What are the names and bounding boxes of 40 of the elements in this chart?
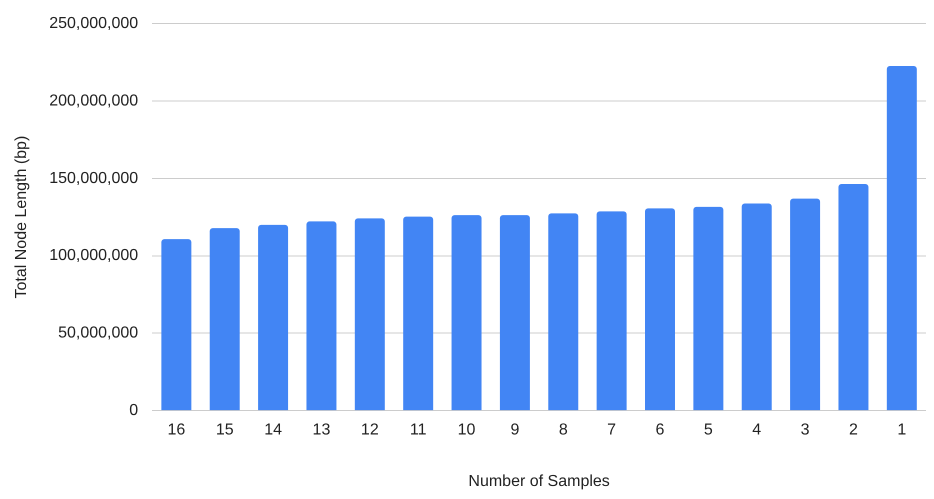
y-tick-label: 50,000,000 bbox=[58, 324, 138, 342]
x-tick-label: 5 bbox=[704, 422, 713, 439]
bar bbox=[306, 221, 336, 410]
y-tick-label: 150,000,000 bbox=[49, 170, 138, 187]
bar bbox=[161, 239, 192, 410]
bar bbox=[693, 206, 724, 410]
bar bbox=[645, 208, 675, 410]
y-tick-label: 100,000,000 bbox=[49, 247, 138, 264]
bar bbox=[548, 213, 578, 410]
x-tick-label: 1 bbox=[897, 422, 906, 439]
x-tick-label: 10 bbox=[458, 422, 476, 439]
bar bbox=[790, 198, 820, 410]
bar bbox=[210, 228, 240, 410]
bar bbox=[500, 215, 530, 410]
x-tick-label: 2 bbox=[849, 422, 858, 439]
bar bbox=[354, 218, 385, 410]
y-axis-title: Total Node Length (bp) bbox=[13, 136, 30, 298]
x-tick-label: 8 bbox=[558, 422, 568, 439]
x-tick-label: 15 bbox=[216, 422, 234, 439]
bar bbox=[596, 211, 627, 410]
bar bbox=[838, 184, 868, 410]
x-tick-label: 11 bbox=[410, 422, 427, 439]
bar bbox=[258, 224, 288, 410]
x-tick-label: 12 bbox=[360, 422, 379, 439]
y-tick-label: 250,000,000 bbox=[49, 15, 138, 32]
x-tick-label: 14 bbox=[264, 422, 282, 439]
bar bbox=[452, 215, 482, 410]
x-tick-label: 16 bbox=[167, 422, 186, 439]
x-axis-title: Number of Samples bbox=[468, 472, 610, 490]
bar bbox=[886, 66, 917, 410]
x-tick-label: 9 bbox=[510, 422, 520, 439]
y-tick-label: 200,000,000 bbox=[49, 92, 138, 110]
x-tick-label: 13 bbox=[312, 422, 330, 439]
x-tick-label: 7 bbox=[607, 422, 616, 439]
x-tick-label: 3 bbox=[800, 422, 810, 439]
bar bbox=[403, 216, 434, 410]
y-tick-label: 0 bbox=[129, 402, 138, 420]
x-tick-label: 4 bbox=[752, 422, 762, 439]
x-tick-label: 6 bbox=[656, 422, 665, 439]
bar bbox=[742, 203, 772, 410]
